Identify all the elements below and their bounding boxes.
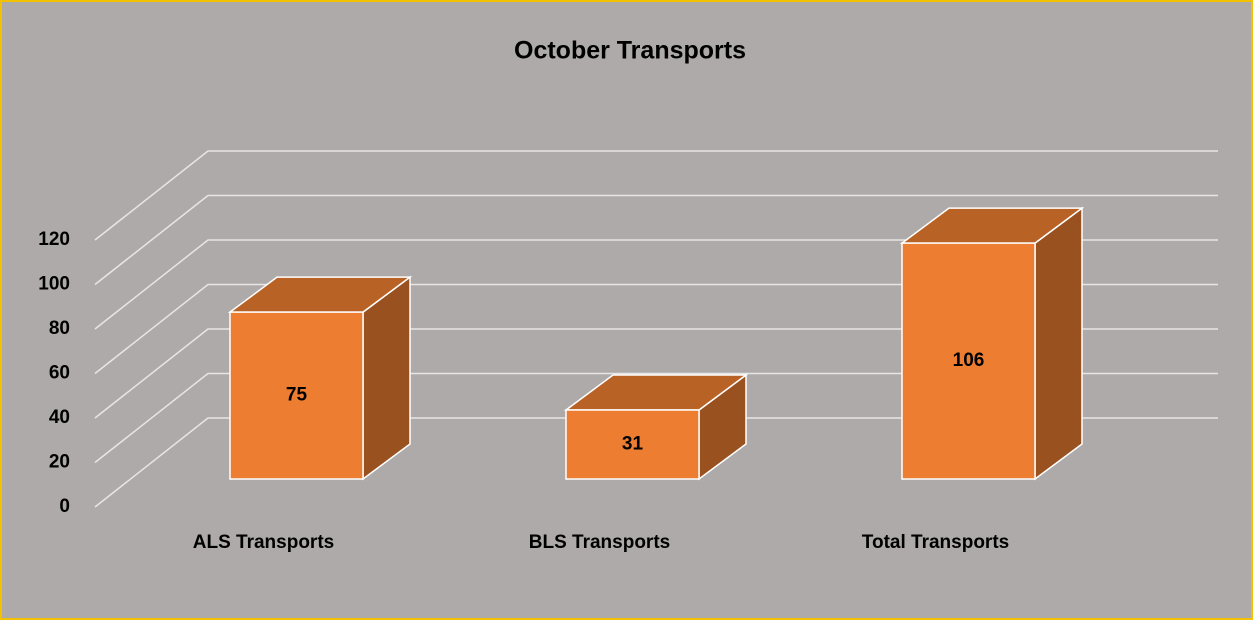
y-tick-label: 100: [38, 274, 70, 295]
grid-line: [94, 194, 1218, 286]
chart-title: October Transports: [514, 37, 746, 65]
x-tick-label: ALS Transports: [193, 532, 334, 553]
grid-line: [94, 372, 1218, 464]
bar-front: [229, 311, 364, 480]
y-tick-label: 60: [49, 363, 70, 384]
value-label: 31: [622, 434, 644, 455]
y-tick-label: 80: [49, 318, 70, 339]
value-label: 106: [953, 350, 985, 371]
x-tick-label: Total Transports: [862, 532, 1009, 553]
bar: [227, 275, 413, 481]
grid-line: [94, 417, 1218, 508]
y-tick-label: 0: [59, 496, 70, 517]
x-tick-label: BLS Transports: [529, 532, 670, 553]
grid-line: [94, 239, 1218, 330]
bar-side: [1034, 206, 1083, 481]
value-label: 75: [286, 385, 308, 406]
bar: [563, 373, 749, 481]
bar: [899, 206, 1085, 481]
bar-front: [565, 409, 700, 480]
y-tick-label: 20: [49, 452, 70, 473]
grid-line: [94, 150, 1218, 241]
y-tick-label: 40: [49, 407, 70, 428]
grid-line: [94, 283, 1218, 375]
grid-line: [94, 328, 1218, 419]
bar-front: [901, 242, 1036, 480]
y-tick-label: 120: [38, 229, 70, 250]
